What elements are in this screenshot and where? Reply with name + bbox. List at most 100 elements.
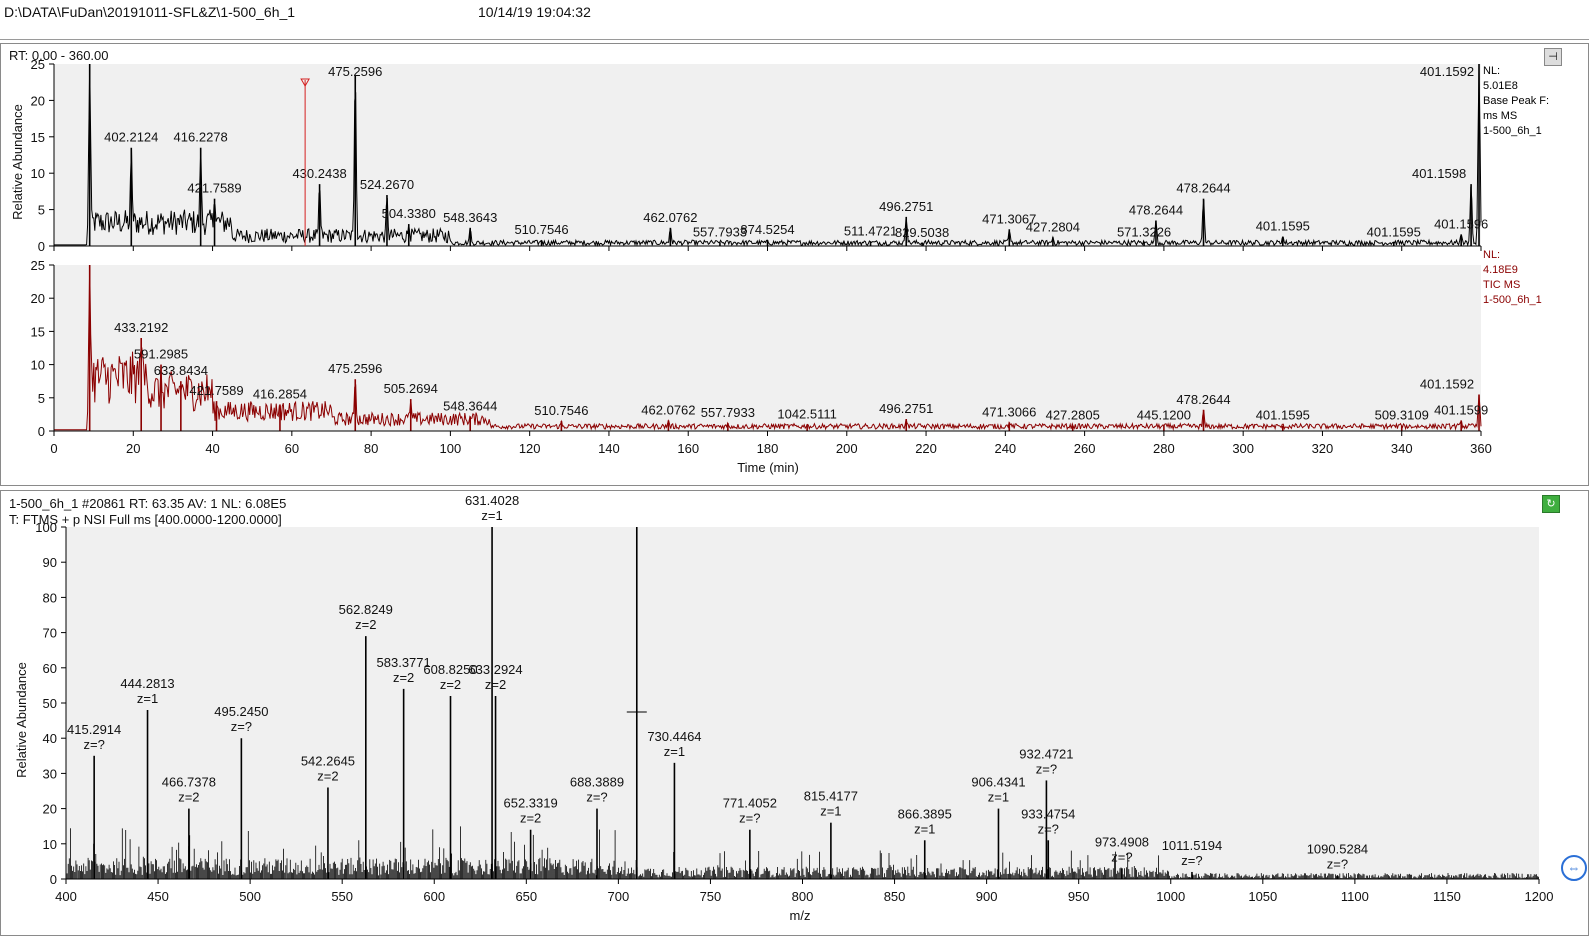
tic-peak-label: 416.2854 <box>253 386 307 401</box>
tic-peak-label: 509.3109 <box>1375 408 1429 423</box>
y-tick-label: 80 <box>43 590 57 605</box>
base-peak-peak-label: 427.2804 <box>1026 219 1080 234</box>
base-peak-nl-line: Base Peak F: <box>1483 95 1549 107</box>
x-tick-label: 240 <box>994 441 1016 456</box>
spectrum-charge-label: z=? <box>739 811 760 826</box>
spectrum-charge-label: z=? <box>83 737 104 752</box>
base-peak-plot-background <box>54 64 1481 246</box>
base-peak-peak-label: 571.3226 <box>1117 224 1171 239</box>
spectrum-peak-label: 631.4028 <box>465 493 519 508</box>
y-tick-label: 40 <box>43 731 57 746</box>
base-peak-nl-line: ms MS <box>1483 110 1517 122</box>
base-peak-peak-label: 401.1595 <box>1367 224 1421 239</box>
tic-peak-label: 445.1200 <box>1137 408 1191 423</box>
spectrum-charge-label: z=2 <box>178 790 199 805</box>
y-tick-label: 0 <box>50 872 57 887</box>
x-tick-label: 80 <box>364 441 378 456</box>
tic-peak-label: 401.1595 <box>1256 408 1310 423</box>
y-tick-label: 20 <box>31 291 45 306</box>
x-tick-label: 750 <box>700 889 722 904</box>
tic-peak-label: 496.2751 <box>879 401 933 416</box>
spectrum-charge-label: z=? <box>586 790 607 805</box>
tic-peak-label: 505.2694 <box>384 381 438 396</box>
y-tick-label: 20 <box>43 802 57 817</box>
spectrum-peak-label: 583.3771 <box>377 655 431 670</box>
x-tick-label: 1050 <box>1248 889 1277 904</box>
mz-axis-title: m/z <box>790 908 811 923</box>
tic-peak-label: 591.2985 <box>134 347 188 362</box>
spectrum-charge-label: z=1 <box>988 790 1009 805</box>
y-tick-label: 20 <box>31 93 45 108</box>
x-tick-label: 0 <box>50 441 57 456</box>
base-peak-peak-label: 421.7589 <box>187 181 241 196</box>
base-peak-peak-label: 401.1592 <box>1420 64 1474 79</box>
x-tick-label: 60 <box>285 441 299 456</box>
base-peak-peak-label: 416.2278 <box>174 130 228 145</box>
base-peak-nl-line: NL: <box>1483 65 1500 77</box>
y-tick-label: 0 <box>38 424 45 439</box>
pin-icon[interactable]: ⊣ <box>1544 48 1562 66</box>
y-tick-label: 5 <box>38 391 45 406</box>
base-peak-peak-label: 402.2124 <box>104 130 158 145</box>
arrow-circle-icon[interactable]: ⇔ <box>1561 855 1587 881</box>
tic-nl-line: 4.18E9 <box>1483 264 1518 276</box>
spectrum-peak-label: 973.4908 <box>1095 834 1149 849</box>
rt-range-label: RT: 0.00 - 360.00 <box>9 48 109 63</box>
spectrum-charge-label: z=1 <box>664 744 685 759</box>
base-peak-peak-label: 829.5038 <box>895 225 949 240</box>
spectrum-peak-label: 562.8249 <box>339 602 393 617</box>
tic-peak-label: 462.0762 <box>641 402 695 417</box>
spectrum-peak-label: 608.8250 <box>423 662 477 677</box>
base-peak-nl-line: 5.01E8 <box>1483 80 1518 92</box>
spectrum-y-axis-title: Relative Abundance <box>14 662 29 778</box>
spectrum-charge-label: z=2 <box>317 768 338 783</box>
tic-nl-line: TIC MS <box>1483 279 1520 291</box>
y-tick-label: 5 <box>38 203 45 218</box>
spectrum-peak-label: 444.2813 <box>120 676 174 691</box>
x-tick-label: 450 <box>147 889 169 904</box>
spectrum-peak-label: 730.4464 <box>647 729 701 744</box>
spectrum-charge-label: z=? <box>1327 856 1348 871</box>
x-tick-label: 550 <box>331 889 353 904</box>
x-tick-label: 100 <box>440 441 462 456</box>
tic-peak-label: 548.3644 <box>443 398 497 413</box>
file-path: D:\DATA\FuDan\20191011-SFL&Z\1-500_6h_1 <box>4 4 296 20</box>
base-peak-peak-label: 504.3380 <box>382 206 436 221</box>
x-tick-label: 360 <box>1470 441 1492 456</box>
scan-header: 1-500_6h_1 #20861 RT: 63.35 AV: 1 NL: 6.… <box>9 496 287 511</box>
y-tick-label: 90 <box>43 555 57 570</box>
x-tick-label: 160 <box>677 441 699 456</box>
x-tick-label: 800 <box>792 889 814 904</box>
x-tick-label: 120 <box>519 441 541 456</box>
base-peak-peak-label: 471.3067 <box>982 211 1036 226</box>
y-tick-label: 10 <box>31 358 45 373</box>
tic-peak-label: 471.3066 <box>982 404 1036 419</box>
x-tick-label: 1100 <box>1341 889 1369 904</box>
spectrum-charge-label: z=2 <box>393 670 414 685</box>
y-tick-label: 25 <box>31 258 45 273</box>
time-axis-title: Time (min) <box>737 460 799 475</box>
spectrum-charge-label: z=1 <box>481 508 502 523</box>
y-tick-label: 70 <box>43 626 57 641</box>
spectrum-charge-label: z=1 <box>914 821 935 836</box>
spectrum-charge-label: z=2 <box>485 677 506 692</box>
y-tick-label: 100 <box>35 520 57 535</box>
spectrum-peak-label: 633.2924 <box>468 662 522 677</box>
green-refresh-icon[interactable]: ↻ <box>1542 495 1560 513</box>
y-tick-label: 15 <box>31 324 45 339</box>
x-tick-label: 320 <box>1312 441 1334 456</box>
y-tick-label: 30 <box>43 766 57 781</box>
tic-peak-label: 510.7546 <box>534 403 588 418</box>
spectrum-peak-label: 771.4052 <box>723 796 777 811</box>
base-peak-peak-label: 511.4721 <box>844 224 897 239</box>
spectrum-peak-label: 652.3319 <box>503 796 557 811</box>
spectrum-peak-label: 866.3895 <box>898 806 952 821</box>
base-peak-peak-label: 548.3643 <box>443 210 497 225</box>
chrom-y-axis-title: Relative Abundance <box>10 104 25 220</box>
x-tick-label: 950 <box>1068 889 1090 904</box>
x-tick-label: 1150 <box>1433 889 1461 904</box>
spectrum-charge-label: z=1 <box>820 804 841 819</box>
x-tick-label: 340 <box>1391 441 1413 456</box>
base-peak-peak-label: 874.5254 <box>740 222 794 237</box>
